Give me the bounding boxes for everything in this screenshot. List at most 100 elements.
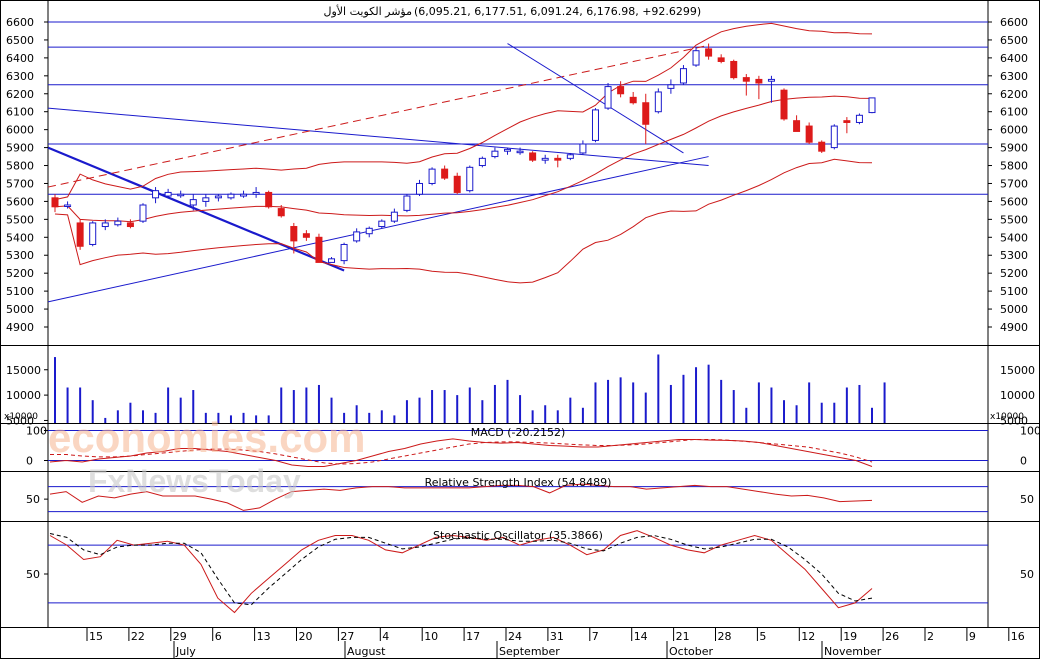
x-tick-label: 28 bbox=[718, 630, 732, 643]
volume-tick-label: 5000 bbox=[6, 414, 34, 427]
candle bbox=[830, 125, 838, 149]
candles bbox=[51, 43, 876, 265]
stochastic-title: Stochastic Oscillator (35.3866) bbox=[433, 529, 603, 542]
x-tick-label: 15 bbox=[89, 630, 103, 643]
x-tick-label: 20 bbox=[299, 630, 313, 643]
candle bbox=[541, 157, 549, 161]
rsi-rsi-line bbox=[49, 483, 873, 511]
y-tick-label: 5600 bbox=[6, 195, 34, 208]
watermark-fxnewstoday: FxNewsToday bbox=[88, 463, 301, 499]
candle bbox=[755, 78, 763, 84]
x-tick-label: 26 bbox=[885, 630, 899, 643]
candle bbox=[566, 154, 574, 159]
candle bbox=[478, 157, 486, 167]
x-tick-label: 29 bbox=[173, 630, 187, 643]
candle bbox=[189, 199, 197, 206]
y-tick-label: 6300 bbox=[1000, 70, 1028, 83]
macd-tick-label: 0 bbox=[26, 455, 33, 468]
candle bbox=[101, 222, 109, 228]
rsi-tick-label: 50 bbox=[1020, 493, 1034, 506]
trendline bbox=[47, 156, 709, 303]
candle bbox=[843, 120, 851, 123]
trendline bbox=[507, 43, 684, 154]
stochastic-%K-line bbox=[49, 530, 873, 614]
candle bbox=[579, 143, 587, 154]
bollinger-bands bbox=[54, 22, 873, 284]
x-tick-label: 4 bbox=[382, 630, 389, 643]
x-tick-label: 5 bbox=[759, 630, 766, 643]
candle bbox=[252, 191, 260, 195]
y-tick-label: 5300 bbox=[1000, 249, 1028, 262]
y-tick-label: 5900 bbox=[6, 142, 34, 155]
rsi-tick-label: 50 bbox=[26, 493, 40, 506]
y-tick-label: 5100 bbox=[1000, 285, 1028, 298]
candle bbox=[64, 204, 72, 207]
y-tick-label: 4900 bbox=[1000, 321, 1028, 334]
candle bbox=[642, 102, 650, 125]
candle bbox=[202, 197, 210, 202]
trendline bbox=[47, 44, 709, 188]
x-tick-label: 14 bbox=[634, 630, 648, 643]
bollinger-lower bbox=[54, 158, 873, 284]
x-tick-label: 22 bbox=[131, 630, 145, 643]
y-tick-label: 6600 bbox=[6, 16, 34, 29]
axis-ticks: 15 22 29 6 13 20 27 4 10 17 24 31 7 14 21 28 5 12 19 26 2 9 16… bbox=[6, 16, 1040, 659]
candle bbox=[403, 195, 411, 211]
rsi-title: Relative Strength Index (54.8489) bbox=[425, 476, 612, 489]
x-tick-label: 31 bbox=[550, 630, 564, 643]
candle bbox=[717, 57, 725, 62]
macd-title: MACD (-20.2152) bbox=[471, 426, 566, 439]
y-tick-label: 5200 bbox=[6, 267, 34, 280]
volume-tick-label: 10000 bbox=[6, 389, 41, 402]
candle bbox=[353, 231, 361, 242]
y-tick-label: 5500 bbox=[1000, 213, 1028, 226]
y-tick-label: 6300 bbox=[6, 70, 34, 83]
y-tick-label: 5800 bbox=[6, 160, 34, 173]
candle bbox=[265, 191, 273, 208]
y-tick-label: 5800 bbox=[1000, 160, 1028, 173]
trendline bbox=[47, 107, 709, 167]
candle bbox=[328, 258, 336, 263]
candle bbox=[617, 86, 625, 95]
candle bbox=[667, 84, 675, 89]
candle bbox=[214, 195, 222, 199]
x-tick-label: 16 bbox=[1011, 630, 1025, 643]
x-tick-label: 19 bbox=[843, 630, 857, 643]
macd-tick-label: 100 bbox=[1020, 425, 1040, 438]
candle bbox=[441, 168, 449, 179]
bollinger-middle bbox=[54, 95, 873, 223]
candle bbox=[516, 150, 524, 154]
stochastic-tick-label: 50 bbox=[26, 568, 40, 581]
candle bbox=[390, 211, 398, 222]
trendline bbox=[47, 146, 345, 272]
candle bbox=[139, 204, 147, 222]
y-tick-label: 6500 bbox=[1000, 34, 1028, 47]
candle bbox=[340, 243, 348, 262]
candle bbox=[491, 150, 499, 158]
trendlines bbox=[47, 21, 988, 303]
y-tick-label: 5400 bbox=[6, 231, 34, 244]
x-tick-label: 24 bbox=[508, 630, 522, 643]
x-tick-label: 6 bbox=[215, 630, 222, 643]
x-tick-label: 17 bbox=[466, 630, 480, 643]
y-tick-label: 4900 bbox=[6, 321, 34, 334]
candle bbox=[365, 227, 373, 235]
y-tick-label: 5700 bbox=[1000, 177, 1028, 190]
candle bbox=[629, 96, 637, 104]
y-tick-label: 6100 bbox=[1000, 106, 1028, 119]
volume-tick-label: 15000 bbox=[6, 364, 41, 377]
candle bbox=[277, 208, 285, 217]
candle bbox=[554, 157, 562, 161]
candle bbox=[855, 114, 863, 123]
candle bbox=[466, 166, 474, 192]
month-label: November bbox=[824, 645, 882, 658]
y-tick-label: 5900 bbox=[1000, 142, 1028, 155]
y-tick-label: 6100 bbox=[6, 106, 34, 119]
candle bbox=[126, 222, 134, 228]
macd-signal-line bbox=[50, 439, 873, 465]
candle bbox=[780, 89, 788, 120]
candle bbox=[302, 233, 310, 238]
x-tick-label: 7 bbox=[592, 630, 599, 643]
candle bbox=[503, 148, 511, 152]
